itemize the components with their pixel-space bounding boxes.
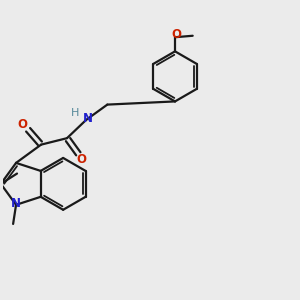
Text: H: H [71, 108, 79, 118]
Text: O: O [17, 118, 27, 131]
Text: O: O [76, 154, 86, 166]
Text: N: N [11, 197, 21, 210]
Text: N: N [82, 112, 93, 125]
Text: O: O [171, 28, 181, 41]
